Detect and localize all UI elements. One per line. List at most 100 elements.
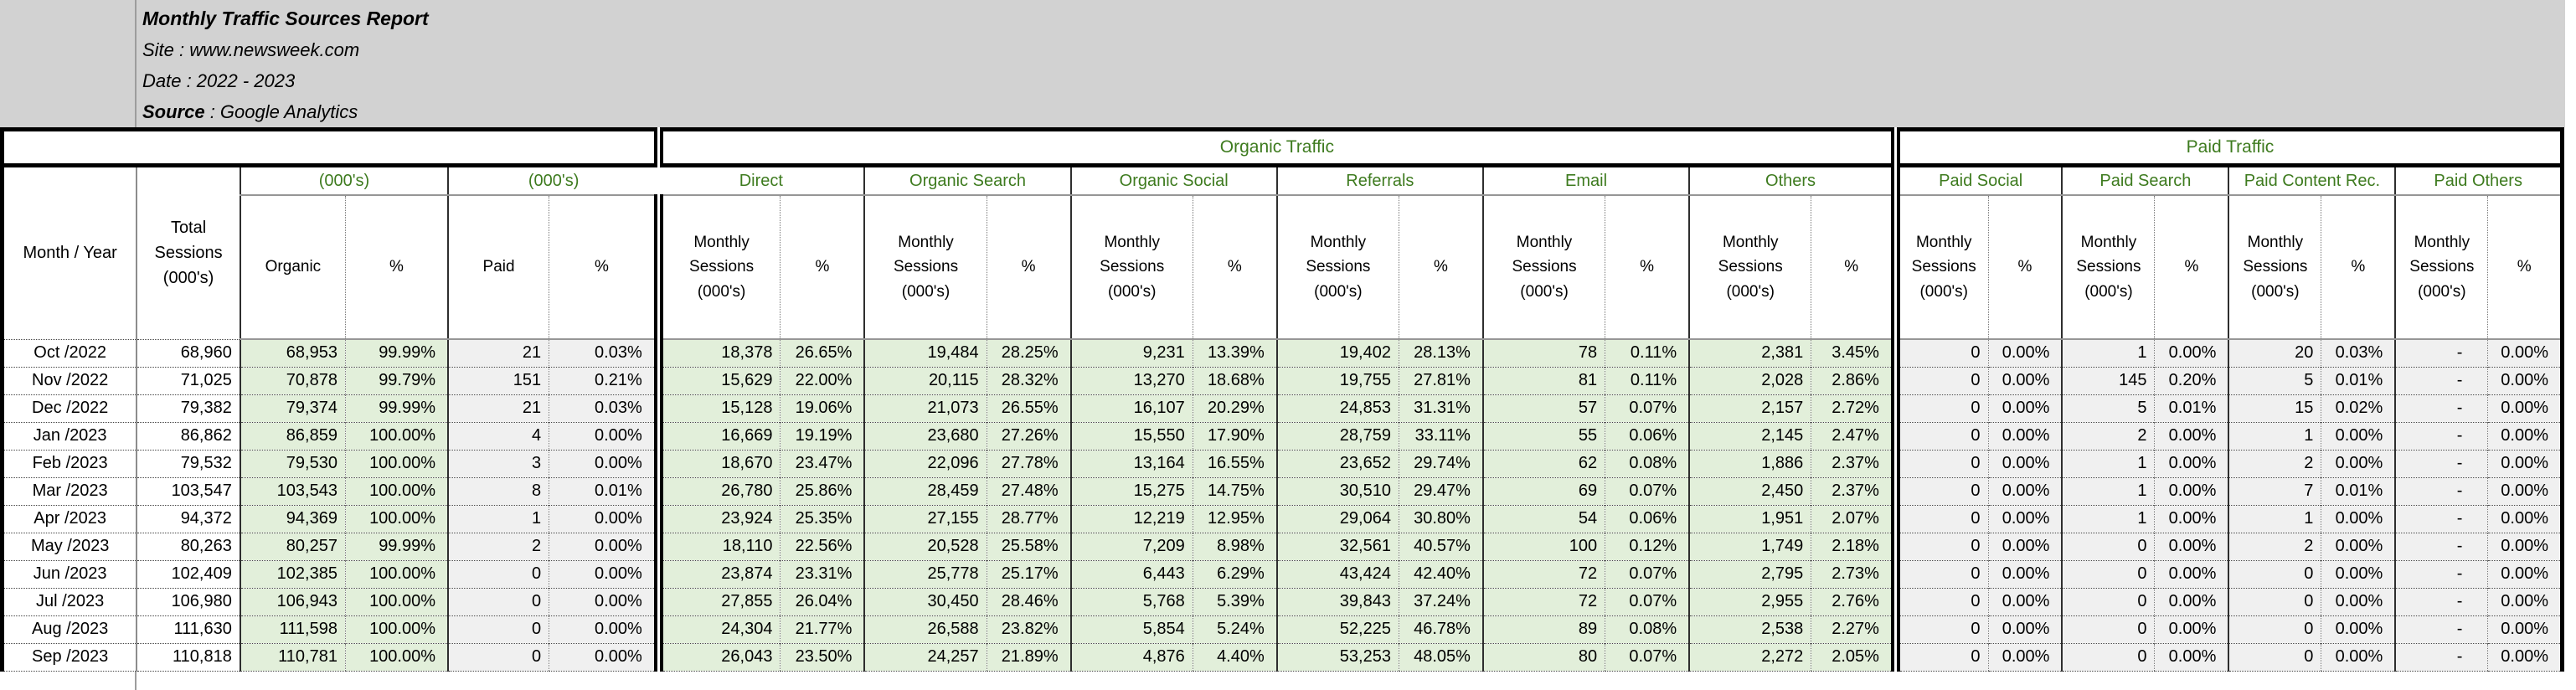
data-cell[interactable]: 102,409: [136, 559, 240, 588]
month-cell[interactable]: May /2023: [0, 532, 137, 560]
data-cell[interactable]: 0: [2061, 642, 2155, 672]
percent-header[interactable]: %: [780, 195, 865, 340]
data-cell[interactable]: 21.77%: [780, 615, 865, 643]
data-cell[interactable]: 19.19%: [780, 421, 865, 450]
data-cell[interactable]: 0.00%: [2487, 476, 2564, 505]
data-cell[interactable]: 0: [447, 559, 549, 588]
data-cell[interactable]: 106,943: [239, 587, 346, 615]
data-cell[interactable]: -: [2394, 476, 2488, 505]
data-cell[interactable]: 100.00%: [344, 504, 449, 533]
data-cell[interactable]: 0.00%: [1987, 587, 2063, 615]
paid-traffic-header[interactable]: Paid Traffic: [1895, 127, 2565, 167]
data-cell[interactable]: 46.78%: [1398, 615, 1483, 643]
data-cell[interactable]: 0.00%: [2487, 504, 2564, 533]
data-cell[interactable]: 2,450: [1688, 476, 1811, 505]
data-cell[interactable]: 0.00%: [1987, 394, 2063, 422]
data-cell[interactable]: 0.00%: [549, 587, 663, 615]
data-cell[interactable]: 68,960: [136, 338, 240, 367]
data-cell[interactable]: 102,385: [239, 559, 346, 588]
data-cell[interactable]: 20: [2228, 338, 2321, 367]
data-cell[interactable]: 100.00%: [344, 559, 449, 588]
data-cell[interactable]: 0.00%: [549, 449, 663, 477]
data-cell[interactable]: 0.01%: [549, 476, 663, 505]
data-cell[interactable]: -: [2394, 504, 2488, 533]
group-header-organic-search[interactable]: Organic Search: [863, 165, 1071, 196]
data-cell[interactable]: 4: [447, 421, 549, 450]
data-cell[interactable]: 39,843: [1275, 587, 1399, 615]
data-cell[interactable]: 81: [1481, 366, 1605, 394]
data-cell[interactable]: 29,064: [1275, 504, 1399, 533]
data-cell[interactable]: 79,532: [136, 449, 240, 477]
data-cell[interactable]: 0.03%: [2321, 338, 2396, 367]
data-cell[interactable]: 23.31%: [780, 559, 865, 588]
data-cell[interactable]: 23.82%: [986, 615, 1071, 643]
data-cell[interactable]: 0: [1895, 615, 1988, 643]
data-cell[interactable]: 0.00%: [2321, 559, 2396, 588]
month-cell[interactable]: Mar /2023: [0, 476, 137, 505]
data-cell[interactable]: 100.00%: [344, 587, 449, 615]
month-cell[interactable]: Oct /2022: [0, 338, 137, 367]
data-cell[interactable]: 0: [1895, 338, 1988, 367]
data-cell[interactable]: 80,257: [239, 532, 346, 560]
data-cell[interactable]: 4,876: [1069, 642, 1193, 672]
data-cell[interactable]: 0.00%: [2321, 532, 2396, 560]
data-cell[interactable]: 0.00%: [1987, 615, 2063, 643]
data-cell[interactable]: 0.00%: [1987, 476, 2063, 505]
data-cell[interactable]: 19.06%: [780, 394, 865, 422]
data-cell[interactable]: 0.03%: [549, 394, 663, 422]
data-cell[interactable]: 99.79%: [344, 366, 449, 394]
data-cell[interactable]: 0.00%: [549, 421, 663, 450]
data-cell[interactable]: 2,145: [1688, 421, 1811, 450]
data-cell[interactable]: 14.75%: [1192, 476, 1277, 505]
data-cell[interactable]: 70,878: [239, 366, 346, 394]
data-cell[interactable]: 1,951: [1688, 504, 1811, 533]
data-cell[interactable]: 99.99%: [344, 338, 449, 367]
data-cell[interactable]: 30.80%: [1398, 504, 1483, 533]
group-header-organic-social[interactable]: Organic Social: [1069, 165, 1277, 196]
data-cell[interactable]: 0.00%: [2487, 366, 2564, 394]
data-cell[interactable]: 19,402: [1275, 338, 1399, 367]
data-cell[interactable]: 28.77%: [986, 504, 1071, 533]
data-cell[interactable]: 27,855: [658, 587, 781, 615]
data-cell[interactable]: 0.12%: [1605, 532, 1690, 560]
data-cell[interactable]: 25,778: [863, 559, 987, 588]
data-cell[interactable]: 15,629: [658, 366, 781, 394]
data-cell[interactable]: 2: [2061, 421, 2155, 450]
data-cell[interactable]: 27.48%: [986, 476, 1071, 505]
percent-header[interactable]: %: [1605, 195, 1690, 340]
month-cell[interactable]: Feb /2023: [0, 449, 137, 477]
data-cell[interactable]: 1: [2061, 476, 2155, 505]
sessions-header[interactable]: Monthly Sessions (000's): [658, 195, 781, 340]
percent-header[interactable]: %: [986, 195, 1071, 340]
data-cell[interactable]: 2,157: [1688, 394, 1811, 422]
data-cell[interactable]: -: [2394, 559, 2488, 588]
data-cell[interactable]: 0.00%: [1987, 366, 2063, 394]
data-cell[interactable]: 57: [1481, 394, 1605, 422]
data-cell[interactable]: 0.00%: [2154, 476, 2229, 505]
data-cell[interactable]: 28.25%: [986, 338, 1071, 367]
data-cell[interactable]: 16.55%: [1192, 449, 1277, 477]
group-header-paid-search[interactable]: Paid Search: [2061, 165, 2229, 196]
data-cell[interactable]: 100.00%: [344, 449, 449, 477]
data-cell[interactable]: 9,231: [1069, 338, 1193, 367]
data-cell[interactable]: 2,538: [1688, 615, 1811, 643]
data-cell[interactable]: -: [2394, 587, 2488, 615]
group-header-others[interactable]: Others: [1688, 165, 1900, 196]
data-cell[interactable]: 48.05%: [1398, 642, 1483, 672]
percent-header[interactable]: %: [1987, 195, 2063, 340]
data-cell[interactable]: 26.65%: [780, 338, 865, 367]
data-cell[interactable]: 18,110: [658, 532, 781, 560]
data-cell[interactable]: 80,263: [136, 532, 240, 560]
data-cell[interactable]: 0.00%: [549, 642, 663, 672]
data-cell[interactable]: 26,588: [863, 615, 987, 643]
data-cell[interactable]: 0.00%: [549, 559, 663, 588]
data-cell[interactable]: 0.00%: [2154, 642, 2229, 672]
data-cell[interactable]: 55: [1481, 421, 1605, 450]
data-cell[interactable]: 2.07%: [1811, 504, 1900, 533]
data-cell[interactable]: 19,755: [1275, 366, 1399, 394]
data-cell[interactable]: 0.00%: [2487, 642, 2564, 672]
data-cell[interactable]: 0.00%: [2321, 421, 2396, 450]
data-cell[interactable]: 3: [447, 449, 549, 477]
data-cell[interactable]: 23,652: [1275, 449, 1399, 477]
data-cell[interactable]: 86,859: [239, 421, 346, 450]
